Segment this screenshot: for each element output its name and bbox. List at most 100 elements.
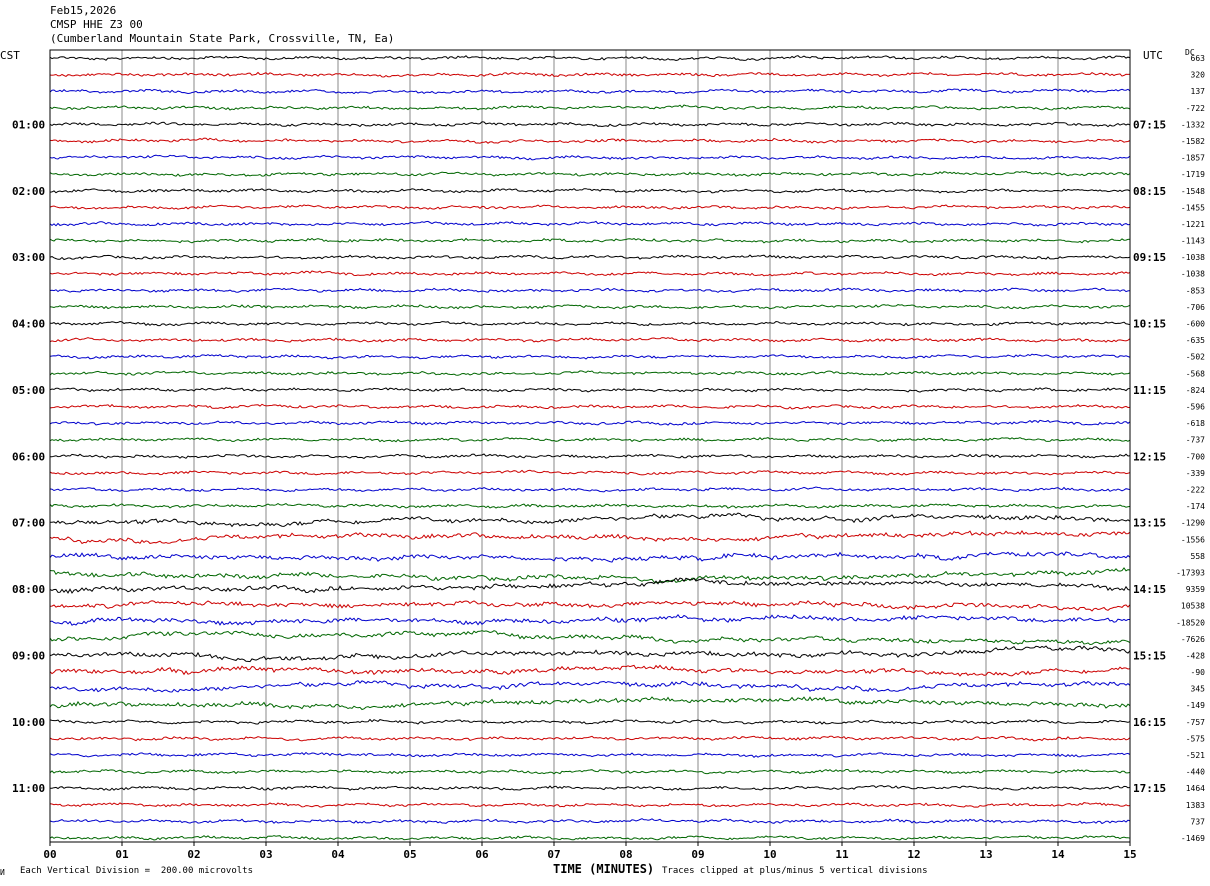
- right-hour-label: 14:15: [1133, 583, 1166, 596]
- trace-group: [49, 55, 1131, 841]
- dc-offset-value: -1857: [1181, 154, 1205, 163]
- plot-frame: [49, 49, 1131, 843]
- trace-line: [49, 170, 1131, 177]
- left-hour-label: 10:00: [12, 716, 45, 729]
- dc-offset-value: 737: [1191, 817, 1206, 826]
- dc-offset-value: -575: [1186, 734, 1205, 743]
- trace-line: [49, 104, 1131, 111]
- x-tick-label: 04: [331, 848, 345, 861]
- dc-offset-value: 345: [1191, 685, 1206, 694]
- trace-line: [49, 645, 1131, 663]
- dc-offset-value: -90: [1191, 668, 1206, 677]
- dc-offset-value: 1464: [1186, 784, 1205, 793]
- trace-line: [49, 751, 1131, 758]
- x-tick-label: 15: [1123, 848, 1136, 861]
- right-hour-label: 08:15: [1133, 185, 1166, 198]
- left-hour-label: 04:00: [12, 318, 45, 331]
- x-tick-label: 11: [835, 848, 849, 861]
- trace-line: [49, 577, 1131, 594]
- dc-offset-value: 9359: [1186, 585, 1205, 594]
- trace-line: [49, 237, 1131, 244]
- trace-line: [49, 320, 1131, 327]
- trace-line: [49, 630, 1131, 646]
- dc-offset-labels: 663 320 137 -722 -1332 -1582 -1857 -1719 -1548 -1…: [1176, 54, 1205, 843]
- dc-offset-value: -700: [1186, 452, 1205, 461]
- right-hour-label: 10:15: [1133, 318, 1166, 331]
- trace-line: [50, 512, 1131, 528]
- dc-offset-value: -568: [1186, 369, 1205, 378]
- trace-line: [49, 680, 1131, 693]
- dc-offset-value: -174: [1186, 502, 1205, 511]
- trace-line: [49, 613, 1130, 626]
- x-tick-label: 08: [619, 848, 632, 861]
- dc-offset-value: -502: [1186, 353, 1205, 362]
- trace-line: [49, 137, 1131, 144]
- dc-offset-value: -1143: [1181, 237, 1205, 246]
- trace-line: [49, 270, 1131, 277]
- dc-offset-value: -440: [1186, 768, 1205, 777]
- dc-header: DC: [1185, 48, 1195, 57]
- dc-offset-value: -18520: [1176, 618, 1205, 627]
- right-hour-label: 11:15: [1133, 384, 1166, 397]
- trace-line: [49, 453, 1131, 459]
- trace-line: [49, 664, 1131, 677]
- trace-line: [49, 818, 1131, 825]
- dc-offset-value: 558: [1191, 552, 1206, 561]
- trace-line: [49, 337, 1131, 343]
- trace-line: [49, 696, 1131, 711]
- trace-line: [49, 55, 1131, 62]
- dc-offset-value: -1290: [1181, 519, 1205, 528]
- left-hour-label: 07:00: [12, 517, 45, 530]
- trace-line: [49, 419, 1131, 426]
- left-hour-label: 03:00: [12, 251, 45, 264]
- dc-offset-value: -618: [1186, 419, 1205, 428]
- right-time-labels: 07:15 08:15 09:15 10:15 11:15 12:15 13:15 14:15…: [1133, 118, 1166, 795]
- trace-line: [49, 121, 1131, 128]
- x-tick-label: 10: [763, 848, 776, 861]
- x-tick-label: 00: [43, 848, 56, 861]
- x-tick-label: 06: [475, 848, 489, 861]
- dc-offset-value: -1221: [1181, 220, 1205, 229]
- dc-offset-value: -7626: [1181, 635, 1205, 644]
- left-hour-label: 11:00: [12, 782, 45, 795]
- station-name: (Cumberland Mountain State Park, Crossvi…: [50, 32, 395, 45]
- left-time-labels: 01:00 02:00 03:00 04:00 05:00 06:00 07:00 08:00…: [12, 118, 45, 795]
- x-tick-label: 14: [1051, 848, 1065, 861]
- dc-offset-value: 1383: [1186, 801, 1205, 810]
- right-hour-label: 07:15: [1133, 118, 1166, 131]
- trace-line: [49, 188, 1131, 194]
- dc-offset-value: -1332: [1181, 120, 1205, 129]
- x-tick-label: 09: [691, 848, 704, 861]
- left-hour-label: 08:00: [12, 583, 45, 596]
- x-tick-label: 13: [979, 848, 992, 861]
- trace-line: [49, 254, 1131, 261]
- x-axis-ticks: 00 01 02 03 04 05 06 07 08 09 10 11 12 13 14 15: [43, 842, 1137, 861]
- trace-line: [49, 735, 1131, 742]
- trace-line: [49, 437, 1131, 443]
- clip-note: Traces clipped at plus/minus 5 vertical …: [662, 866, 928, 876]
- dc-offset-value: -521: [1186, 751, 1205, 760]
- left-hour-label: 02:00: [12, 185, 45, 198]
- record-date: Feb15,2026: [50, 4, 117, 17]
- trace-line: [49, 567, 1131, 584]
- dc-offset-value: -706: [1186, 303, 1205, 312]
- trace-line: [49, 403, 1131, 410]
- left-hour-label: 09:00: [12, 649, 45, 662]
- left-hour-label: 06:00: [12, 450, 45, 463]
- trace-line: [49, 220, 1131, 227]
- trace-line: [49, 486, 1131, 493]
- x-tick-label: 07: [547, 848, 560, 861]
- trace-line: [49, 551, 1131, 563]
- dc-offset-value: -853: [1186, 286, 1205, 295]
- trace-line: [49, 387, 1131, 393]
- channel-code: CMSP HHE Z3 00: [50, 18, 143, 31]
- dc-offset-value: -596: [1186, 403, 1205, 412]
- dc-offset-value: 663: [1191, 54, 1206, 63]
- right-hour-label: 15:15: [1133, 649, 1166, 662]
- right-hour-label: 13:15: [1133, 517, 1166, 530]
- left-timezone: CST: [0, 49, 20, 62]
- trace-line: [49, 353, 1131, 360]
- left-hour-label: 05:00: [12, 384, 45, 397]
- x-tick-label: 03: [259, 848, 272, 861]
